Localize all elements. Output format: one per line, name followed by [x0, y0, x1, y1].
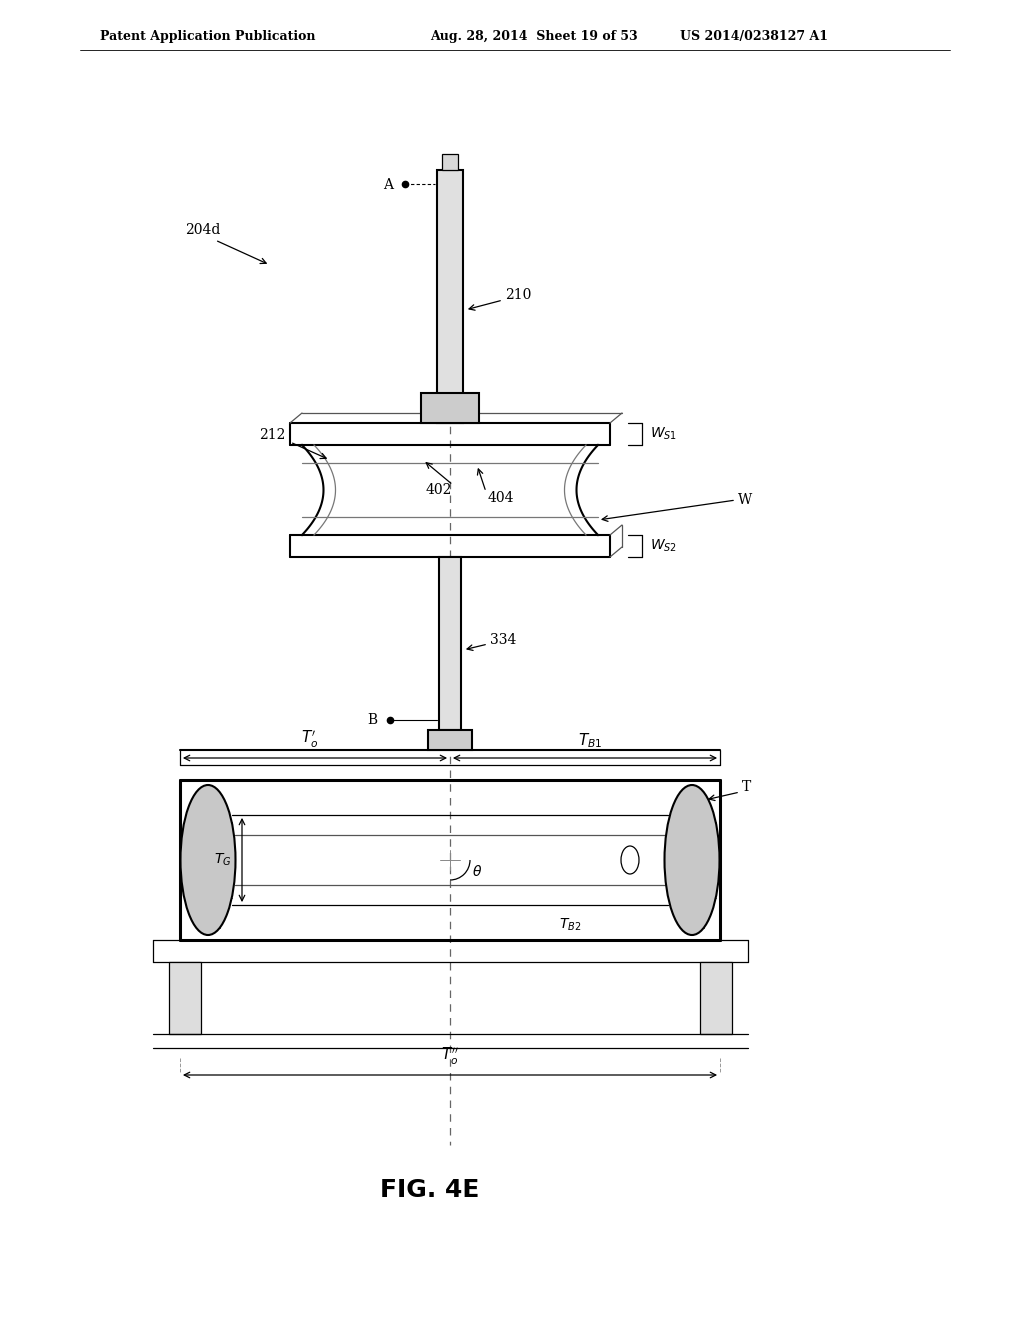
Text: T: T: [742, 780, 752, 795]
Text: $T_o''$: $T_o''$: [441, 1045, 459, 1067]
Text: $T_{B1}$: $T_{B1}$: [578, 731, 602, 750]
Text: W: W: [738, 492, 753, 507]
Bar: [437, 170, 463, 422]
Text: 402: 402: [426, 483, 452, 498]
Text: Patent Application Publication: Patent Application Publication: [100, 30, 315, 44]
Text: Aug. 28, 2014  Sheet 19 of 53: Aug. 28, 2014 Sheet 19 of 53: [430, 30, 638, 44]
Text: 404: 404: [488, 491, 514, 506]
Text: $T_G$: $T_G$: [214, 851, 232, 869]
Text: $W_{S1}$: $W_{S1}$: [650, 426, 677, 442]
Text: 212: 212: [259, 428, 285, 442]
Text: $W_{S2}$: $W_{S2}$: [650, 537, 677, 554]
Text: 334: 334: [490, 634, 516, 647]
Bar: [699, 962, 731, 1034]
Text: $\theta$: $\theta$: [472, 865, 482, 879]
Text: $T_o'$: $T_o'$: [301, 729, 318, 750]
Bar: [428, 730, 472, 750]
Bar: [421, 393, 479, 422]
Ellipse shape: [621, 846, 639, 874]
Bar: [439, 557, 461, 730]
Text: FIG. 4E: FIG. 4E: [380, 1177, 479, 1203]
Bar: [169, 962, 201, 1034]
Text: US 2014/0238127 A1: US 2014/0238127 A1: [680, 30, 828, 44]
Text: 204d: 204d: [185, 223, 220, 238]
Text: 210: 210: [505, 288, 531, 302]
Text: A: A: [383, 178, 393, 191]
Ellipse shape: [180, 785, 236, 935]
Text: B: B: [367, 713, 377, 727]
Bar: [442, 154, 458, 170]
Ellipse shape: [665, 785, 720, 935]
Text: $T_{B2}$: $T_{B2}$: [559, 917, 582, 933]
